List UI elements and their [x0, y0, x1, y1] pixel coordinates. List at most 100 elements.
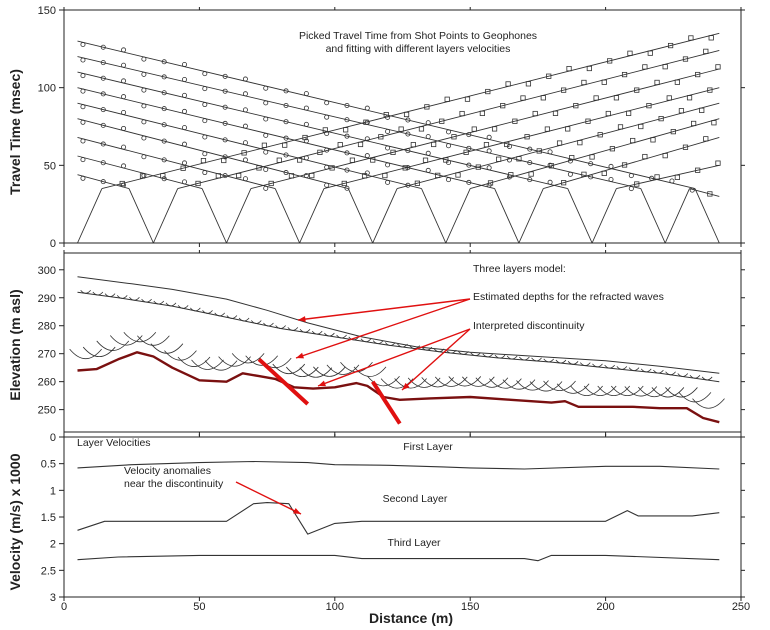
pick-circle — [344, 185, 350, 191]
pick-circle — [100, 60, 106, 66]
pick-square — [455, 172, 461, 178]
depth-arc — [82, 346, 116, 358]
pick-square — [528, 171, 534, 177]
elevation-axes: 250 260 270 280 290 300 — [38, 252, 745, 433]
pick-square — [464, 96, 471, 102]
pick-circle — [161, 157, 167, 163]
pick-square — [483, 142, 490, 148]
pick-square — [525, 81, 532, 87]
discontinuity-arrow-2 — [401, 328, 471, 391]
ground-surface-line — [77, 276, 720, 374]
pick-circle — [324, 131, 330, 137]
depth-arc — [385, 342, 396, 346]
pick-circle — [425, 167, 431, 173]
y-tick-label: 0 — [50, 432, 56, 444]
depth-arc — [190, 307, 201, 312]
pick-circle — [202, 151, 208, 157]
pick-circle — [405, 148, 411, 154]
pick-square — [180, 165, 186, 171]
velocity-panel: 0 0.5 1 1.5 2 2.5 3 Velocity (m/s) x 1000 Laye… — [7, 432, 745, 604]
direct-arrival-line — [664, 188, 690, 244]
velocity-axes: 0 0.5 1 1.5 2 2.5 3 — [41, 432, 745, 604]
depth-arc — [311, 330, 323, 335]
pick-square — [646, 103, 652, 109]
pick-circle — [141, 173, 147, 179]
pick-square — [577, 140, 583, 146]
pick-circle — [100, 179, 106, 185]
pick-circle — [283, 135, 289, 141]
pick-square — [282, 142, 288, 148]
reverse-branch-line — [77, 118, 349, 190]
forward-branch-line — [396, 102, 720, 190]
x-tick-label: 150 — [461, 601, 479, 613]
pick-circle — [263, 100, 269, 106]
pick-square — [647, 50, 653, 56]
pick-square — [546, 73, 552, 79]
pick-circle — [242, 176, 248, 182]
forward-branch-line — [616, 164, 720, 190]
depth-arc — [141, 298, 152, 303]
y-tick-label: 280 — [38, 321, 56, 333]
pick-square — [682, 144, 689, 150]
pick-circle — [486, 165, 492, 171]
pick-circle — [506, 174, 512, 180]
depth-arc — [475, 377, 509, 388]
pick-square — [500, 103, 506, 109]
pick-square — [621, 162, 628, 168]
direct-arrival-line — [694, 188, 720, 244]
pick-circle — [283, 170, 289, 176]
pick-square — [589, 154, 595, 160]
discontinuity-line-1 — [257, 357, 310, 406]
velocity-line-2 — [77, 502, 720, 535]
pick-circle — [567, 171, 573, 177]
depth-arc — [287, 327, 299, 331]
pick-circle — [242, 107, 248, 113]
pick-square — [642, 153, 648, 160]
depth-arc — [360, 338, 372, 343]
pick-square — [605, 110, 611, 117]
pick-square — [195, 180, 201, 187]
pick-circle — [466, 179, 472, 185]
direct-arrival-line — [347, 188, 374, 244]
depth-arc — [367, 375, 400, 387]
depth-arc — [638, 386, 671, 398]
depths-arrow-2-head — [296, 352, 304, 359]
depth-arc — [129, 297, 140, 301]
direct-arrival-line — [226, 188, 252, 244]
pick-square — [532, 110, 538, 117]
depth-arc — [543, 380, 576, 392]
depth-arc — [202, 310, 213, 314]
pick-circle — [242, 140, 248, 146]
pick-circle — [324, 182, 330, 188]
pick-circle — [263, 185, 269, 191]
pick-circle — [527, 146, 533, 152]
pick-circle — [425, 120, 431, 126]
depth-arc — [96, 340, 130, 351]
depth-arc — [226, 315, 238, 319]
depth-arc — [204, 360, 238, 371]
pick-square — [261, 142, 267, 148]
depth-arc — [299, 367, 333, 378]
pick-circle — [405, 165, 411, 171]
pick-circle — [628, 173, 634, 179]
y-tick-label: 2.5 — [41, 565, 56, 577]
pick-square — [658, 116, 664, 122]
direct-arrival-line — [445, 188, 471, 244]
third-layer-label: Third Layer — [387, 537, 441, 549]
pick-circle — [141, 56, 147, 62]
depth-arc — [272, 363, 306, 375]
depths-arrow-2 — [295, 298, 471, 359]
depth-arc — [380, 378, 414, 389]
pick-circle — [344, 167, 350, 173]
travel-time-title-line-2: and fitting with different layers veloci… — [326, 43, 511, 55]
plot-frame — [63, 436, 742, 598]
pick-circle — [385, 114, 391, 120]
depth-arc — [275, 325, 286, 329]
pick-circle — [222, 73, 228, 79]
depth-arc — [579, 362, 591, 366]
pick-square — [463, 149, 469, 155]
pick-square — [505, 81, 511, 87]
pick-circle — [80, 119, 86, 125]
pick-circle — [242, 157, 248, 163]
